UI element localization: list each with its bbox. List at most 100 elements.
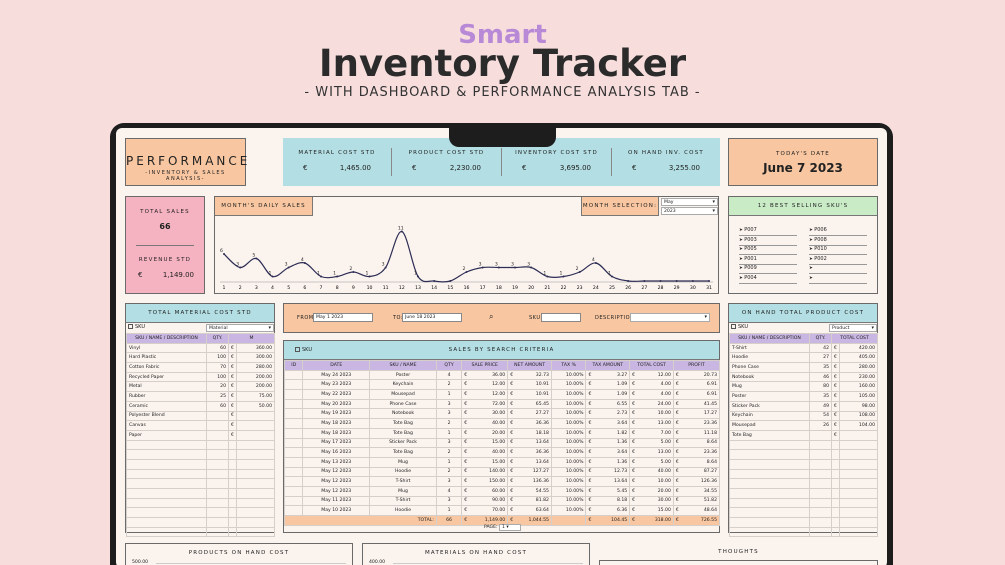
table-row (729, 478, 878, 489)
empty-cell (809, 526, 832, 538)
sales-sku-check[interactable]: SKU (295, 347, 312, 353)
sales-cell: Hoodie (369, 505, 437, 516)
sales-search-panel: SKU SALES BY SEARCH CRITERIA ID DATE SKU /… (283, 340, 721, 533)
currency: € (588, 508, 592, 514)
x-tick-label: 1 (223, 285, 226, 291)
product-sku-check[interactable]: SKU (731, 324, 748, 330)
amount: 5.45 (616, 488, 628, 494)
amount: 15.00 (492, 459, 506, 465)
from-label: FROM: (297, 315, 316, 321)
best-seller-item: ➤ (809, 265, 813, 271)
material-sku-check[interactable]: SKU (128, 324, 145, 330)
item-value: 50.00 (236, 400, 275, 412)
sales-cell: €34.55 (672, 485, 721, 497)
sales-cell: €30.00 (629, 495, 674, 507)
amount: 318.00 (654, 517, 671, 523)
data-label: 6 (220, 248, 223, 254)
currency: € (675, 479, 679, 485)
year-select[interactable]: 2023 (661, 207, 718, 215)
divider (809, 235, 867, 236)
empty-cell (228, 507, 237, 519)
to-date-input[interactable]: June 18 2023 (402, 313, 462, 322)
currency: € (464, 517, 468, 523)
currency: € (588, 450, 592, 456)
checkbox-icon[interactable] (731, 324, 736, 329)
from-date-input[interactable]: May 1 2023 (313, 313, 373, 322)
sales-cell: €36.36 (507, 447, 552, 458)
table-row (729, 468, 878, 480)
kpi-bar: MATERIAL COST STD € 1,465.00 PRODUCT COS… (283, 138, 720, 186)
page-select[interactable]: 1 ▾ (499, 524, 522, 531)
currency: € (632, 401, 636, 407)
currency: € (510, 430, 514, 436)
materials-chart-title: MATERIALS ON HAND COST (424, 550, 528, 556)
table-row: Notebook 46 €230.00 (729, 371, 878, 383)
checkbox-icon[interactable] (295, 347, 300, 352)
sales-cell: €5.45 (585, 485, 631, 497)
sku-code: P007 (744, 227, 757, 233)
arrow-icon: ➤ (809, 266, 813, 271)
empty-cell (550, 515, 587, 526)
sales-cell: 10.00% (550, 495, 587, 507)
empty-cell (809, 497, 832, 509)
sales-cell: €30.00 (461, 408, 509, 420)
currency: € (675, 401, 679, 407)
item-name: Recycled Paper (126, 371, 207, 383)
sales-cell: 2 (435, 379, 463, 391)
empty-cell (126, 478, 207, 489)
revenue-currency: € (138, 271, 143, 279)
table-row (126, 439, 275, 451)
sales-cell: €40.00 (461, 447, 509, 458)
daily-sales-chart: MONTH'S DAILY SALES MONTH SELECTION: May… (214, 196, 719, 294)
amount: 72.00 (492, 401, 506, 407)
description-label: DESCRIPTION: (595, 315, 637, 321)
item-name: Ceramic (126, 400, 207, 412)
thoughts-area[interactable] (599, 560, 878, 565)
sales-cell: 1 (435, 427, 463, 439)
today-card: TODAY'S DATE June 7 2023 (728, 138, 878, 186)
data-point (417, 275, 419, 278)
currency: € (632, 411, 636, 417)
sales-cell: Tote Bag (369, 418, 437, 429)
divider (809, 263, 867, 265)
sales-cell: May 11 2023 (302, 495, 371, 507)
arrow-icon: ➤ (739, 237, 745, 243)
x-tick-label: 24 (593, 285, 599, 291)
month-select[interactable]: May (661, 198, 718, 206)
sales-cell: €13.64 (507, 456, 552, 468)
total-sales-value: 66 (159, 222, 171, 231)
performance-title: PERFORMANCE (126, 154, 251, 168)
table-row (729, 526, 878, 538)
amount: 140.00 (489, 469, 506, 475)
currency: € (632, 498, 636, 504)
amount: 1,149.00 (484, 517, 506, 523)
currency: € (675, 498, 679, 504)
search-icon[interactable]: ⌕ (489, 312, 494, 321)
currency: € (632, 430, 636, 436)
description-select[interactable] (630, 313, 710, 322)
sales-cell: €63.64 (507, 505, 552, 516)
currency: € (588, 498, 592, 504)
empty-cell (228, 458, 237, 470)
empty-cell (809, 468, 832, 480)
divider (739, 273, 797, 274)
sku-search-input[interactable] (541, 313, 581, 322)
sales-cell: €90.00 (461, 495, 509, 507)
material-filter-select[interactable]: Material (206, 324, 274, 332)
kpi-material-cost: MATERIAL COST STD € 1,465.00 (283, 138, 391, 186)
x-tick-label: 22 (561, 285, 567, 291)
checkbox-icon[interactable] (128, 324, 133, 329)
data-point (675, 280, 678, 282)
item-currency: € (831, 391, 840, 402)
data-point (320, 275, 322, 278)
data-point (271, 275, 274, 278)
item-value: 420.00 (839, 342, 878, 354)
divider (809, 273, 867, 274)
sales-cell: 10.00% (550, 485, 587, 497)
sales-cell: 10.00% (550, 476, 587, 487)
currency: € (632, 508, 636, 514)
product-filter-select[interactable]: Product (829, 324, 877, 332)
empty-cell (809, 478, 832, 489)
kpi-label: MATERIAL COST STD (298, 150, 376, 156)
item-qty (206, 420, 229, 431)
